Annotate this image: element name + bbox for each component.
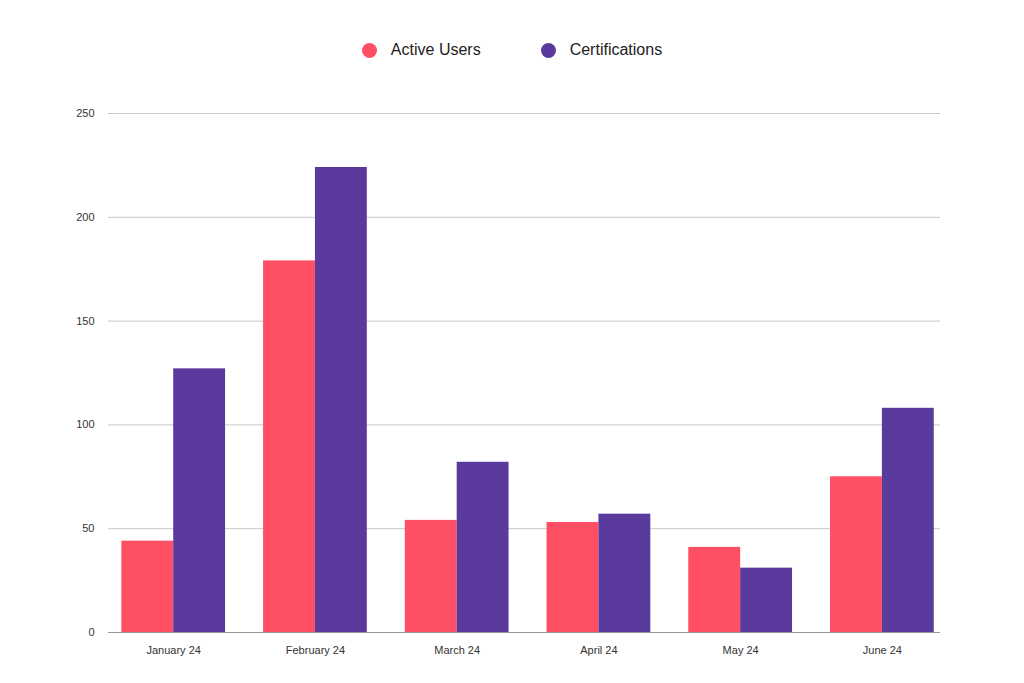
svg-text:100: 100 xyxy=(76,418,94,430)
html-text:Active Users: Active Users xyxy=(390,41,481,58)
svg-text:0: 0 xyxy=(88,626,94,638)
svg-text:June 24: June 24 xyxy=(863,644,902,656)
html-text:Certifications: Certifications xyxy=(569,41,663,58)
svg-text:200: 200 xyxy=(76,211,94,223)
svg-text:May 24: May 24 xyxy=(723,644,759,656)
svg-text:January 24: January 24 xyxy=(146,644,200,656)
svg-text:March 24: March 24 xyxy=(434,644,480,656)
svg-text:250: 250 xyxy=(76,107,94,119)
svg-text:April 24: April 24 xyxy=(580,644,617,656)
svg-text:50: 50 xyxy=(82,522,94,534)
svg-text:February 24: February 24 xyxy=(286,644,345,656)
svg-text:150: 150 xyxy=(76,315,94,327)
